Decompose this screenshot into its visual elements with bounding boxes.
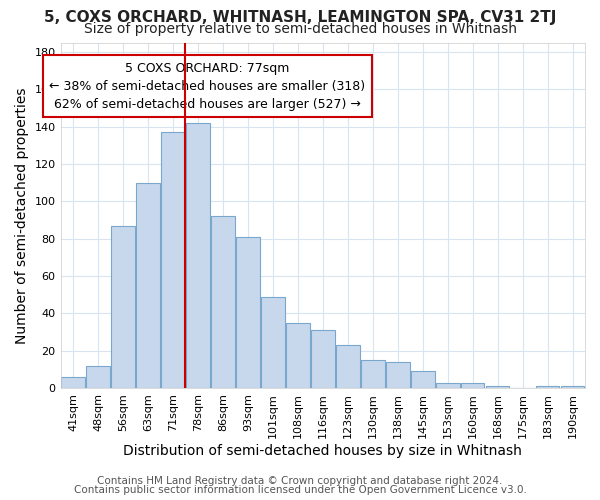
- Bar: [386, 362, 410, 388]
- Bar: [111, 226, 135, 388]
- Bar: [261, 296, 284, 388]
- Bar: [286, 323, 310, 388]
- Text: 5, COXS ORCHARD, WHITNASH, LEAMINGTON SPA, CV31 2TJ: 5, COXS ORCHARD, WHITNASH, LEAMINGTON SP…: [44, 10, 556, 25]
- Bar: [136, 182, 160, 388]
- Bar: [411, 372, 434, 388]
- Text: 5 COXS ORCHARD: 77sqm
← 38% of semi-detached houses are smaller (318)
62% of sem: 5 COXS ORCHARD: 77sqm ← 38% of semi-deta…: [49, 62, 365, 110]
- Bar: [211, 216, 235, 388]
- Text: Contains public sector information licensed under the Open Government Licence v3: Contains public sector information licen…: [74, 485, 526, 495]
- Text: Size of property relative to semi-detached houses in Whitnash: Size of property relative to semi-detach…: [83, 22, 517, 36]
- Bar: [61, 377, 85, 388]
- Bar: [536, 386, 559, 388]
- Bar: [436, 382, 460, 388]
- Bar: [361, 360, 385, 388]
- Bar: [86, 366, 110, 388]
- Bar: [311, 330, 335, 388]
- X-axis label: Distribution of semi-detached houses by size in Whitnash: Distribution of semi-detached houses by …: [124, 444, 522, 458]
- Bar: [161, 132, 185, 388]
- Bar: [336, 345, 359, 388]
- Bar: [186, 123, 210, 388]
- Bar: [560, 386, 584, 388]
- Bar: [461, 382, 484, 388]
- Text: Contains HM Land Registry data © Crown copyright and database right 2024.: Contains HM Land Registry data © Crown c…: [97, 476, 503, 486]
- Bar: [236, 237, 260, 388]
- Bar: [486, 386, 509, 388]
- Y-axis label: Number of semi-detached properties: Number of semi-detached properties: [15, 87, 29, 344]
